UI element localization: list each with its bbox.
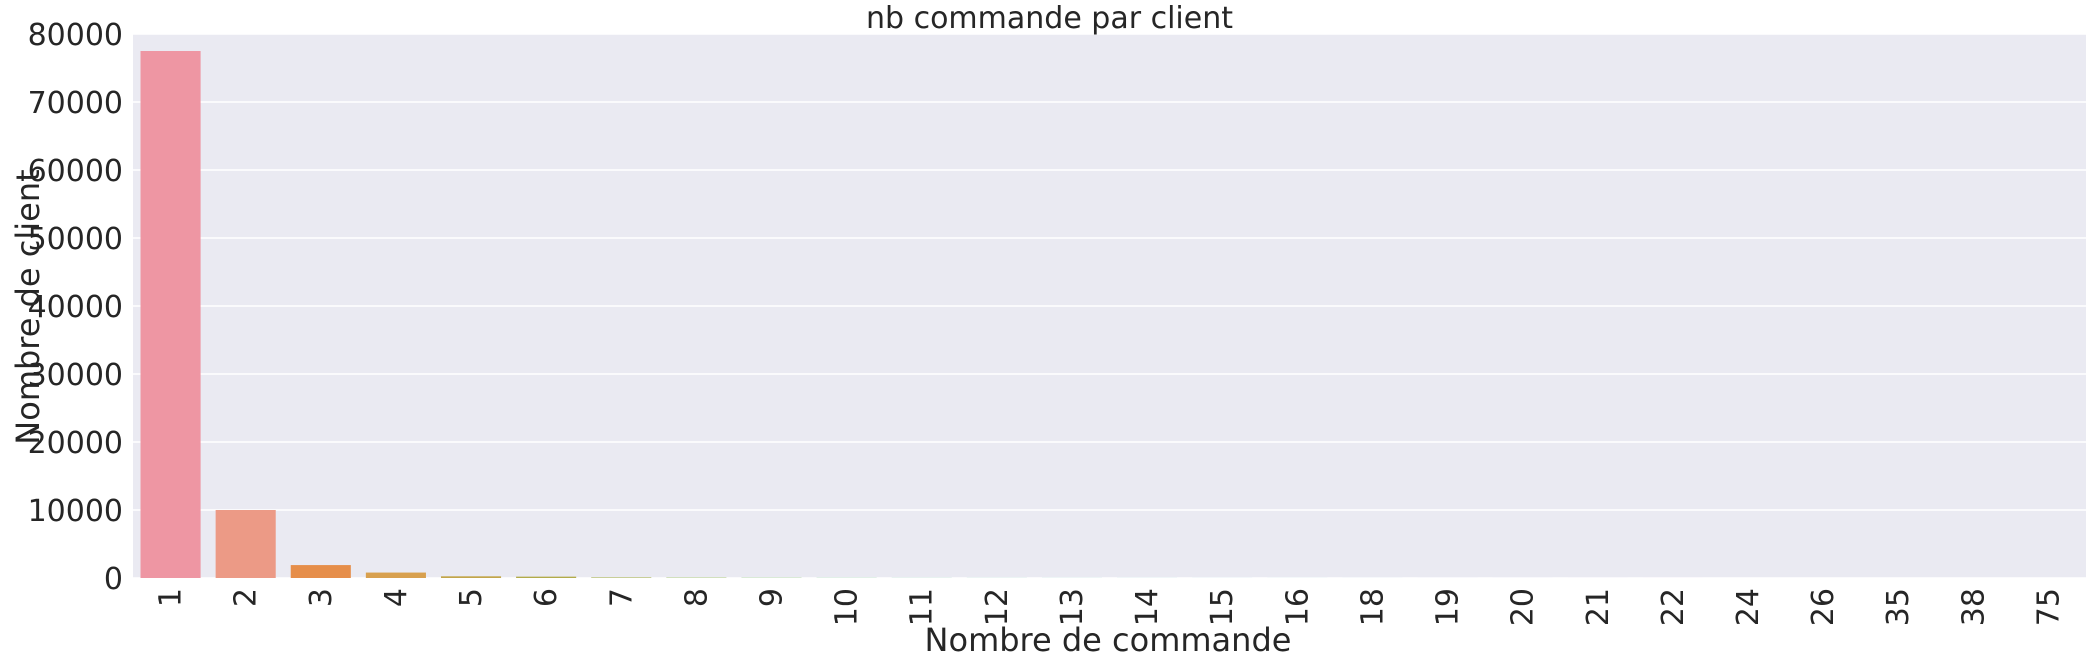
x-tick-label: 22 [1656,588,1691,626]
x-tick-label: 1 [154,588,189,607]
x-axis-ticks: 1 2 3 4 5 6 7 8 9 10 11 12 13 14 15 16 18 19 20 21 22 24 26 35 3… [154,588,2067,626]
bar [440,576,502,578]
x-tick-label: 7 [604,588,639,607]
x-tick-label: 6 [529,588,564,607]
x-tick-label: 38 [1956,588,1991,626]
bar [591,577,652,578]
x-tick-label: 26 [1806,588,1841,626]
y-tick-label: 10000 [28,494,123,529]
x-tick-label: 16 [1280,588,1315,626]
bar [290,565,351,578]
y-tick-label: 30000 [28,358,123,393]
y-tick-label: 20000 [28,426,123,461]
x-tick-label: 14 [1130,588,1165,626]
x-axis-label: Nombre de commande [925,621,1292,659]
bar [516,576,577,578]
x-tick-label: 35 [1881,588,1916,626]
y-tick-label: 70000 [28,86,123,121]
bar [365,572,426,578]
bar [215,510,276,578]
y-tick-label: 60000 [28,154,123,189]
x-tick-label: 2 [229,588,264,607]
bars [140,51,2079,578]
x-tick-label: 24 [1731,588,1766,626]
x-tick-label: 21 [1581,588,1616,626]
y-tick-label: 0 [104,562,123,597]
x-tick-label: 18 [1355,588,1390,626]
x-tick-label: 9 [754,588,789,607]
bar [140,51,201,578]
y-axis-ticks: 0 10000 20000 30000 40000 50000 60000 70000 8000… [28,18,123,597]
y-tick-label: 80000 [28,18,123,53]
x-tick-label: 19 [1431,588,1466,626]
x-tick-label: 20 [1506,588,1541,626]
x-tick-label: 10 [830,588,865,626]
chart-title: nb commande par client [866,1,1233,36]
x-tick-label: 3 [304,588,339,607]
x-tick-label: 8 [679,588,714,607]
x-tick-label: 75 [2031,588,2066,626]
x-tick-label: 13 [1055,588,1090,626]
x-tick-label: 15 [1205,588,1240,626]
x-tick-label: 11 [905,588,940,626]
y-tick-label: 40000 [28,290,123,325]
y-axis-label: Nombre de client [9,169,47,444]
x-tick-label: 5 [454,588,489,607]
y-tick-label: 50000 [28,222,123,257]
x-tick-label: 4 [379,588,414,607]
x-tick-label: 12 [980,588,1015,626]
